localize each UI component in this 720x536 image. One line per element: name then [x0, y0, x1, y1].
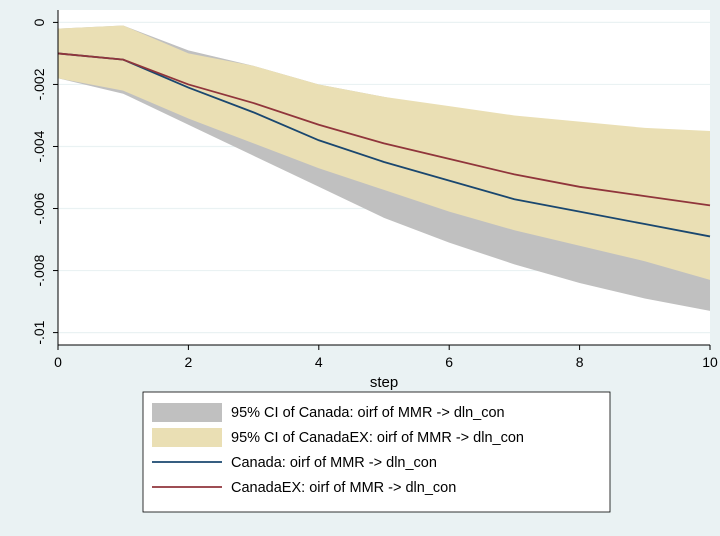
y-tick-label: -.01 [31, 320, 47, 344]
series-lines [57, 52, 711, 238]
legend-label: 95% CI of Canada: oirf of MMR -> dln_con [231, 405, 505, 421]
y-tick-label: 0 [31, 18, 47, 26]
x-tick-label: 8 [576, 354, 584, 370]
y-tick-label: -.004 [31, 130, 47, 162]
x-tick-label: 6 [445, 354, 453, 370]
y-tick-label: -.006 [31, 192, 47, 224]
y-tick-label: -.002 [31, 68, 47, 100]
confidence-bands [58, 25, 710, 311]
x-tick-label: 0 [54, 354, 62, 370]
legend-label: 95% CI of CanadaEX: oirf of MMR -> dln_c… [231, 430, 524, 446]
legend-swatch-band [152, 403, 222, 422]
axes: 0 -.002 -.004 -.006 -.008 -.01 0 2 4 6 8 10 [31, 10, 718, 370]
series-line-0 [57, 52, 711, 238]
series-line-1 [57, 52, 711, 207]
ci-band-1 [58, 25, 710, 280]
x-tick-label: 4 [315, 354, 323, 370]
legend-swatch-band [152, 428, 222, 447]
x-tick-label: 2 [185, 354, 193, 370]
x-axis-title: step [370, 374, 398, 391]
legend-label: CanadaEX: oirf of MMR -> dln_con [231, 480, 456, 496]
legend: 95% CI of Canada: oirf of MMR -> dln_con… [142, 391, 611, 513]
legend-label: Canada: oirf of MMR -> dln_con [231, 455, 437, 471]
x-tick-label: 10 [702, 354, 718, 370]
y-tick-label: -.008 [31, 254, 47, 286]
